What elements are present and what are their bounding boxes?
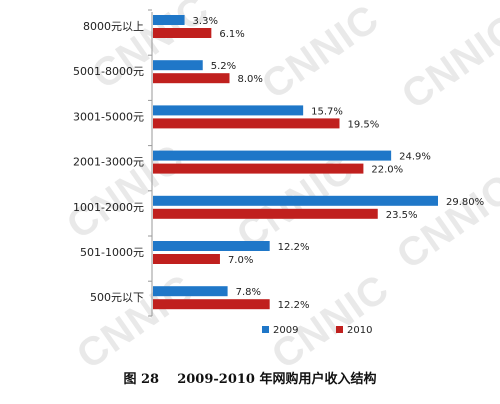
data-label-2009: 15.7% bbox=[311, 106, 343, 117]
legend-swatch-2009 bbox=[262, 326, 269, 333]
legend: 2009 2010 bbox=[262, 325, 372, 336]
category-label: 500元以下 bbox=[90, 291, 144, 304]
data-label-2009: 12.2% bbox=[278, 242, 310, 253]
category-label: 1001-2000元 bbox=[73, 201, 144, 214]
figure-caption: 图 28 2009-2010 年网购用户收入结构 bbox=[0, 368, 500, 387]
bars-layer bbox=[153, 15, 438, 310]
data-label-2009: 24.9% bbox=[399, 152, 431, 163]
data-label-2010: 7.0% bbox=[228, 255, 253, 266]
legend-swatch-2010 bbox=[336, 326, 343, 333]
bar-2009 bbox=[153, 105, 304, 116]
labels-layer: 8000元以上 3.3%6.1% 5001-8000元 5.2%8.0% 3001-50… bbox=[73, 16, 484, 311]
category-label: 3001-5000元 bbox=[73, 110, 144, 123]
bar-2010 bbox=[153, 299, 270, 310]
bar-2010 bbox=[153, 118, 340, 129]
data-label-2009: 29.80% bbox=[446, 197, 484, 208]
category-label: 2001-3000元 bbox=[73, 156, 144, 169]
bar-2010 bbox=[153, 163, 364, 174]
bar-2009 bbox=[153, 150, 392, 161]
bar-2009 bbox=[153, 286, 228, 297]
bar-2009 bbox=[153, 195, 438, 206]
bar-2010 bbox=[153, 208, 378, 219]
data-label-2010: 23.5% bbox=[386, 210, 418, 221]
bar-2010 bbox=[153, 73, 230, 84]
bar-2010 bbox=[153, 28, 212, 38]
data-label-2009: 5.2% bbox=[211, 61, 236, 72]
data-label-2010: 12.2% bbox=[278, 300, 310, 311]
figure-number: 图 28 bbox=[123, 372, 160, 387]
legend-label-2010: 2010 bbox=[347, 325, 372, 336]
data-label-2009: 3.3% bbox=[193, 16, 218, 27]
category-label: 5001-8000元 bbox=[73, 65, 144, 78]
data-label-2010: 19.5% bbox=[347, 119, 379, 130]
data-label-2010: 22.0% bbox=[371, 165, 403, 176]
data-label-2009: 7.8% bbox=[236, 287, 261, 298]
data-label-2010: 6.1% bbox=[219, 29, 244, 40]
category-label: 501-1000元 bbox=[80, 246, 144, 259]
figure-title: 2009-2010 年网购用户收入结构 bbox=[177, 372, 377, 387]
category-label: 8000元以上 bbox=[83, 20, 144, 33]
data-label-2010: 8.0% bbox=[238, 74, 263, 85]
bar-2010 bbox=[153, 254, 220, 264]
bar-2009 bbox=[153, 241, 270, 251]
bar-2009 bbox=[153, 60, 203, 71]
legend-label-2009: 2009 bbox=[273, 325, 298, 336]
bar-2009 bbox=[153, 15, 185, 25]
axis-layer bbox=[148, 9, 153, 317]
